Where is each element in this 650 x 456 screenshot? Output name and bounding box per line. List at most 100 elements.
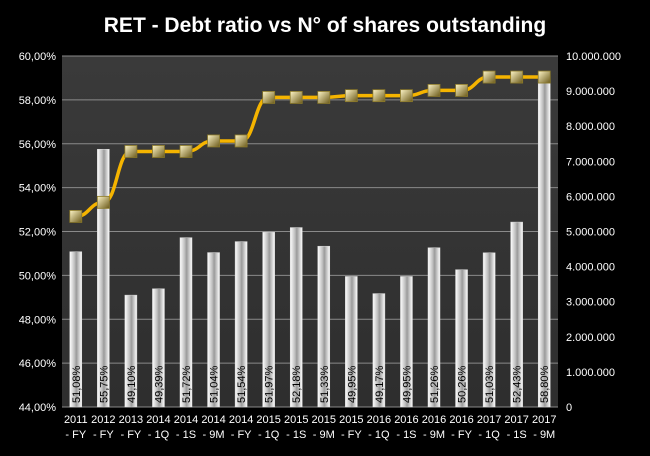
shares-outstanding-point [427,83,441,97]
bar-data-label: 52,43% [512,365,524,403]
bar-data-label: 50,26% [457,365,469,403]
bar-data-label: 52,18% [291,365,303,403]
debt-ratio-bar [372,293,386,408]
x-axis-tick-sublabel: - FY [120,429,141,441]
debt-ratio-bar [455,269,468,408]
debt-ratio-bar [69,251,83,408]
x-axis-tick-label: 2016 [367,414,391,426]
bar-data-label: 51,04% [209,365,221,403]
left-axis-tick-label: 56,00% [19,139,57,151]
right-axis-tick-label: 0 [566,402,572,414]
x-axis-tick-sublabel: - FY [341,429,362,441]
x-axis-tick-label: 2015 [284,414,308,426]
bar-data-label: 51,72% [181,365,193,403]
debt-ratio-bar [400,276,413,408]
x-axis-tick-sublabel: - 9M [423,429,445,441]
shares-outstanding-point [537,70,551,84]
x-axis-tick-label: 2015 [312,414,336,426]
shares-outstanding-point [344,89,358,103]
left-axis-tick-label: 50,00% [19,270,57,282]
right-axis-tick-label: 2.000.000 [566,332,615,344]
left-axis-tick-label: 60,00% [19,51,57,63]
debt-ratio-bar [482,252,496,408]
x-axis-tick-sublabel: - FY [451,429,472,441]
right-axis-tick-label: 10.000.000 [566,51,621,63]
x-axis-tick-sublabel: - 9M [313,429,335,441]
shares-outstanding-point [234,134,248,148]
shares-outstanding-point [400,89,413,103]
right-axis-tick-label: 7.000.000 [566,156,615,168]
bar-data-label: 49,39% [153,365,165,403]
shares-outstanding-point [207,134,220,148]
x-axis-tick-sublabel: - 1S [396,429,416,441]
x-axis-tick-label: 2014 [229,414,253,426]
bar-data-label: 49,17% [374,365,386,403]
debt-ratio-bar [289,227,303,408]
left-axis-tick-label: 58,00% [19,95,57,107]
debt-ratio-bar [262,231,275,408]
left-axis-tick-label: 48,00% [19,314,57,326]
bar-data-label: 51,33% [319,365,331,403]
x-axis-tick-sublabel: - 9M [203,429,225,441]
shares-outstanding-point [510,70,524,84]
x-axis-tick-label: 2012 [91,414,115,426]
debt-ratio-bar [317,245,331,408]
bar-data-label: 58,80% [539,365,551,403]
x-axis-tick-sublabel: - 1S [507,429,527,441]
right-axis-tick-label: 4.000.000 [566,262,615,274]
debt-ratio-bar [345,276,358,408]
bar-data-label: 51,54% [236,365,248,403]
x-axis-tick-label: 2013 [119,414,143,426]
x-axis-tick-sublabel: - 1S [286,429,306,441]
x-axis-tick-sublabel: - 9M [533,429,555,441]
left-axis-tick-label: 46,00% [19,358,57,370]
right-axis-tick-label: 5.000.000 [566,227,615,239]
x-axis-tick-label: 2011 [64,414,88,426]
debt-ratio-bar [234,241,248,408]
right-axis-tick-label: 9.000.000 [566,86,615,98]
x-axis-tick-label: 2017 [477,414,501,426]
shares-outstanding-point [372,89,386,103]
debt-ratio-bar [510,221,523,408]
x-axis-tick-sublabel: - FY [93,429,114,441]
shares-outstanding-point [317,91,331,104]
shares-outstanding-point [482,70,496,84]
debt-ratio-bar [427,247,441,408]
x-axis-tick-label: 2016 [449,414,473,426]
x-axis-tick-label: 2014 [201,414,225,426]
x-axis-tick-sublabel: - 1Q [148,429,170,441]
x-axis-tick-label: 2016 [394,414,418,426]
x-axis-tick-sublabel: - FY [231,429,252,441]
debt-ratio-bar [179,237,193,408]
x-axis-tick-sublabel: - 1Q [258,429,280,441]
bar-data-label: 51,97% [264,365,276,403]
x-axis-tick-sublabel: - 1Q [368,429,390,441]
x-axis-tick-sublabel: - FY [65,429,86,441]
bar-data-label: 51,26% [429,365,441,403]
bar-data-label: 55,75% [98,365,110,403]
shares-outstanding-point [152,145,165,158]
shares-outstanding-point [289,91,303,104]
x-axis-tick-label: 2014 [174,414,198,426]
debt-ratio-bar [97,148,110,408]
bar-data-label: 51,08% [71,365,83,403]
right-axis-tick-label: 3.000.000 [566,297,615,309]
x-axis-tick-label: 2017 [504,414,528,426]
bar-data-label: 51,03% [484,365,496,403]
x-axis-tick-sublabel: - 1Q [478,429,500,441]
debt-ratio-bar [207,252,220,408]
x-axis-tick-label: 2015 [256,414,280,426]
shares-outstanding-point [69,210,83,223]
shares-outstanding-point [455,83,468,97]
left-axis-tick-label: 54,00% [19,183,57,195]
x-axis-tick-label: 2014 [146,414,170,426]
bar-data-label: 49,95% [346,365,358,403]
debt-ratio-bar [152,288,165,408]
right-axis-tick-label: 6.000.000 [566,191,615,203]
shares-outstanding-point [262,91,276,104]
left-axis-tick-label: 44,00% [19,402,57,414]
bar-data-label: 49,95% [401,365,413,403]
plot-area: 44,00% 46,00% 48,00% 50,00% 52,00% 54,00% 56,0… [19,51,621,441]
